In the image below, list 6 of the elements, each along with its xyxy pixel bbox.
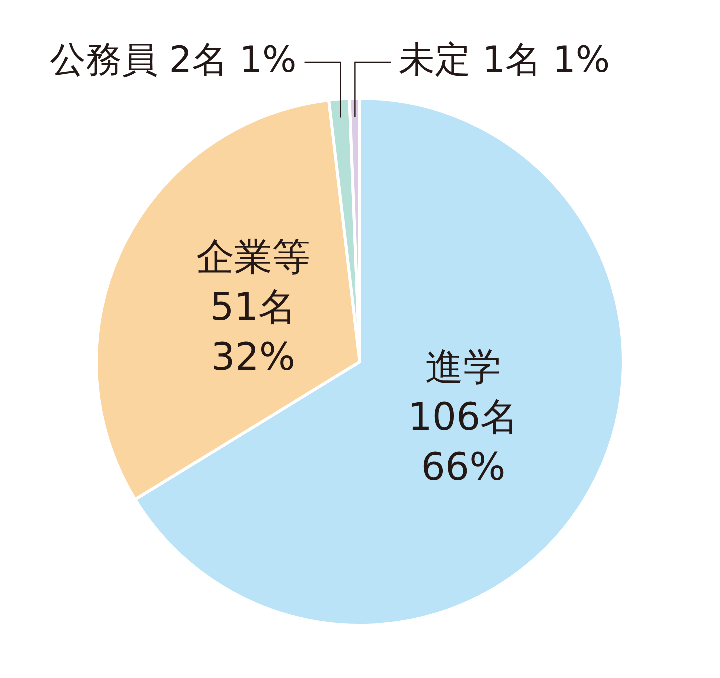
data-label: 51名 32% <box>210 285 296 380</box>
slice-label: 企業等 <box>196 235 310 280</box>
slice-label: 進学 <box>425 344 502 389</box>
slice-label: 公務員 2名 1% <box>50 40 297 81</box>
slice-label: 未定 1名 1% <box>399 40 610 81</box>
data-label: 106名 66% <box>408 394 519 489</box>
